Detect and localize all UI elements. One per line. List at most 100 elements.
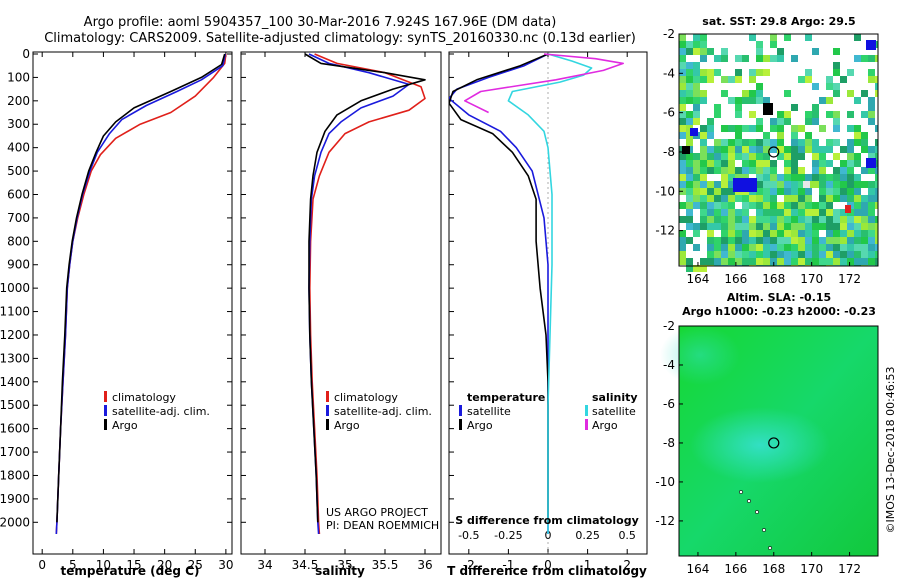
temperature-axis: 0 5 10 15 20 25 30 [38, 52, 234, 572]
sst-cell [679, 48, 686, 55]
sst-cell [847, 167, 854, 174]
sst-cell [819, 202, 826, 209]
sst-cell [875, 153, 878, 160]
sst-cell [875, 251, 878, 258]
sst-cell [819, 237, 826, 244]
sst-cell [861, 111, 868, 118]
sst-cell [812, 160, 819, 167]
depth-tick-label: 100 [7, 70, 30, 84]
sst-cell [707, 216, 714, 223]
sst-cell [735, 104, 742, 111]
sst-cell [714, 167, 721, 174]
sst-cell [721, 146, 728, 153]
sst-cell [777, 202, 784, 209]
legend-satellite: satellite-adj. clim. [112, 405, 210, 418]
sst-map-title: sat. SST: 29.8 Argo: 29.5 [702, 15, 855, 28]
sst-cell [833, 118, 840, 125]
sst-cell [756, 181, 763, 188]
sst-cell [854, 223, 861, 230]
sst-cell [735, 223, 742, 230]
sst-cell [749, 69, 756, 76]
title-line2: Climatology: CARS2009. Satellite-adjuste… [44, 31, 636, 46]
sst-cell [693, 69, 700, 76]
sst-cell [875, 195, 878, 202]
legend-temperature-title: temperature [467, 391, 545, 404]
sst-cell [840, 258, 847, 265]
sst-cell [721, 174, 728, 181]
depth-tick-label: 1200 [0, 328, 30, 342]
sst-cell [735, 216, 742, 223]
sst-cell [770, 209, 777, 216]
sst-cell [728, 209, 735, 216]
sst-cell [763, 55, 770, 62]
sst-cell [854, 251, 861, 258]
sst-cell [686, 223, 693, 230]
sst-cell [812, 83, 819, 90]
sst-cell [686, 160, 693, 167]
sst-cell [735, 230, 742, 237]
sst-cell [707, 237, 714, 244]
sst-cell [791, 223, 798, 230]
sst-cell [721, 90, 728, 97]
sst-cell [875, 174, 878, 181]
salinity-panel [240, 51, 442, 555]
sst-cell [875, 223, 878, 230]
series-climatology [55, 53, 227, 535]
sst-cell [686, 258, 693, 265]
sst-cell [798, 76, 805, 83]
sst-cell [749, 160, 756, 167]
sst-cell [805, 69, 812, 76]
sst-cell [686, 167, 693, 174]
sst-cell [784, 174, 791, 181]
sst-cell [805, 146, 812, 153]
sst-cell [777, 48, 784, 55]
sst-cell [763, 202, 770, 209]
legend-t-argo: Argo [467, 419, 493, 432]
sst-cell [756, 195, 763, 202]
sst-cell [826, 216, 833, 223]
sst-cell [847, 223, 854, 230]
sst-cell [686, 111, 693, 118]
sst-cell [735, 167, 742, 174]
sst-cell [686, 125, 693, 132]
sst-cell [812, 216, 819, 223]
sst-cell [861, 146, 868, 153]
sst-cell [721, 223, 728, 230]
sst-cell [693, 48, 700, 55]
sst-cell [805, 195, 812, 202]
sst-cell [798, 153, 805, 160]
sst-cell [742, 153, 749, 160]
legend-s-argo: Argo [592, 419, 618, 432]
salinity-xlabel: salinity [315, 564, 365, 578]
sst-cell [777, 125, 784, 132]
sst-cell [714, 258, 721, 265]
sst-cell [798, 146, 805, 153]
sst-cell [763, 174, 770, 181]
depth-tick-label: 1100 [0, 305, 30, 319]
sst-cell [714, 111, 721, 118]
sst-cell [854, 34, 861, 41]
sst-cell [777, 153, 784, 160]
sst-cell [756, 55, 763, 62]
sst-cell [875, 76, 878, 83]
sst-cell [770, 237, 777, 244]
sst-cell [784, 160, 791, 167]
project-credit: US ARGO PROJECT [326, 506, 428, 519]
sst-cell [735, 76, 742, 83]
sst-cell [700, 41, 707, 48]
sst-cell [770, 55, 777, 62]
sst-cell [756, 202, 763, 209]
sst-cell [714, 202, 721, 209]
sst-cell [805, 216, 812, 223]
sst-cell [686, 118, 693, 125]
sst-cell [826, 258, 833, 265]
map-y-tick-label: -12 [655, 224, 675, 238]
sst-cell [742, 251, 749, 258]
sst-cell [868, 118, 875, 125]
sst-cell [854, 55, 861, 62]
sst-cell [784, 146, 791, 153]
sst-cell [686, 48, 693, 55]
sst-cell [868, 76, 875, 83]
map-y-tick-label: -8 [663, 145, 675, 159]
sst-cell [868, 104, 875, 111]
